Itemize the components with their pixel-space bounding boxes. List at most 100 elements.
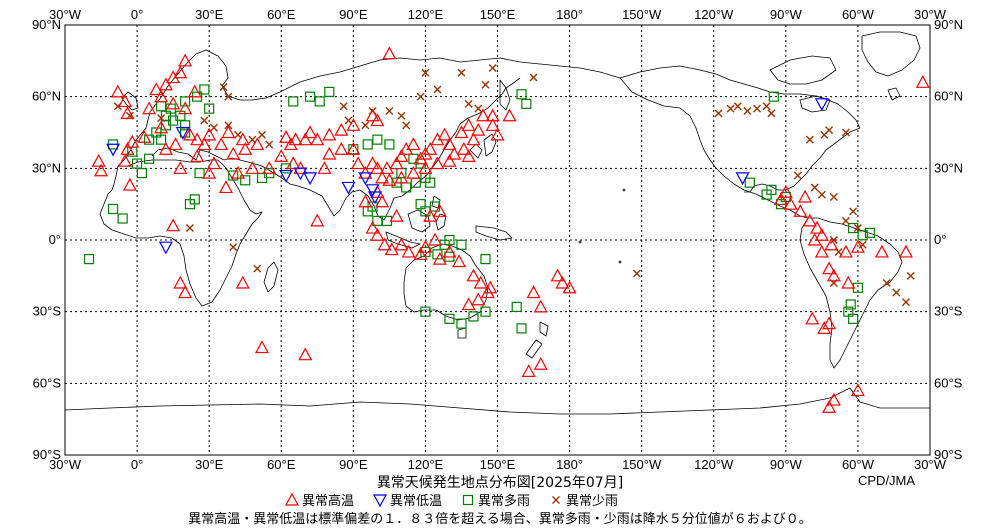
lon-label-top: 0° [131,7,143,22]
heavy-rain-marker [199,84,210,95]
heavy-rain-marker [480,306,491,317]
heavy-rain-marker [444,313,455,324]
high-temp-marker [377,237,392,251]
high-temp-marker [322,127,337,141]
high-temp-marker [817,321,832,334]
high-temp-marker [447,146,462,160]
light-rain-marker [805,135,814,144]
low-temp-marker [106,143,121,157]
high-temp-marker [802,213,817,227]
lon-label-top: 180° [556,7,583,22]
high-temp-marker [483,280,498,294]
high-temp-marker [423,208,438,222]
high-temp-marker [375,194,390,208]
high-temp-marker [485,108,500,122]
high-temp-marker [805,311,820,325]
high-temp-marker [346,141,361,155]
heavy-rain-marker [107,203,119,215]
lon-label-top: 60°W [842,7,875,22]
low-temp-marker [341,181,356,195]
light-rain-marker [224,92,233,101]
lon-label-top: 120°E [408,7,444,22]
heavy-rain-marker [456,318,467,329]
light-rain-marker [529,73,538,82]
high-temp-marker [214,137,229,151]
high-temp-marker [399,141,414,155]
high-temp-marker [149,82,164,96]
high-temp-marker [394,170,409,184]
high-temp-marker [502,108,517,122]
light-rain-marker [714,109,723,118]
high-temp-marker [120,106,135,119]
high-temp-marker [322,146,337,160]
light-rain-marker [901,298,910,307]
heavy-rain-marker [768,91,779,102]
heavy-rain-marker [384,139,395,150]
high-temp-marker [401,244,416,258]
heavy-rain-marker [864,227,876,238]
legend-label: 異常少雨 [566,494,619,509]
heavy-rain-marker [288,96,299,107]
high-temp-marker [218,180,233,194]
heavy-rain-marker [845,299,856,310]
light-rain-marker [810,183,819,192]
high-temp-marker [286,156,301,170]
high-temp-marker [197,137,212,151]
high-temp-marker [555,275,570,289]
high-temp-marker [382,46,397,60]
heavy-rain-marker [420,306,431,317]
lat-label-right: 30°N [934,160,963,175]
low-temp-marker [303,172,318,186]
high-temp-marker [298,132,313,146]
heavy-rain-marker [136,168,147,179]
light-rain-marker [209,123,218,132]
high-temp-marker [810,220,825,234]
credit-label: CPD/JMA [858,473,916,488]
high-temp-marker [235,275,250,289]
heavy-rain-marker [521,98,532,109]
heavy-rain-marker [372,134,383,145]
high-temp-marker [437,127,452,141]
heavy-rain-marker [204,103,215,114]
light-rain-marker [397,111,406,120]
high-temp-marker [283,137,298,151]
high-temp-marker [423,141,438,155]
high-temp-marker [418,146,433,160]
lat-label-left: 30°N [32,160,61,175]
lon-label-top: 150°W [622,7,662,22]
lon-label-top: 60°E [267,7,296,22]
heavy-rain-marker [362,139,373,150]
light-rain-marker [829,193,838,201]
high-temp-marker [454,125,469,139]
light-rain-marker [474,104,483,113]
high-temp-marker [279,130,294,143]
light-rain-marker [632,269,641,278]
low-temp-marker [293,167,308,181]
high-temp-marker [838,244,853,258]
light-rain-marker [841,216,850,225]
high-temp-marker [413,151,428,165]
light-rain-marker [185,224,194,233]
light-rain-marker [743,107,752,115]
lat-label-left: 0° [49,232,61,247]
high-temp-marker [346,118,361,131]
high-temp-marker [476,108,491,122]
heavy-rain-marker [194,168,205,179]
high-temp-marker [262,161,277,174]
lon-label-bottom: 120°E [408,457,444,470]
high-temp-marker [310,132,325,146]
high-temp-marker [365,108,380,122]
high-temp-marker [389,156,404,170]
high-temp-marker [182,127,197,141]
light-rain-marker [421,68,430,77]
lat-label-left: 60°N [32,89,61,104]
high-temp-marker [118,94,133,108]
high-temp-marker [850,239,865,253]
light-rain-marker [726,104,735,113]
high-temp-marker [898,244,913,258]
high-temp-marker [418,161,433,174]
high-temp-marker [120,141,135,155]
high-temp-marker [173,275,188,289]
world-map: 30°W 0° 30°E 60°E 90°E 120°E 150°E 180° 150°W 120… [32,7,963,470]
light-rain-marker [416,92,425,101]
